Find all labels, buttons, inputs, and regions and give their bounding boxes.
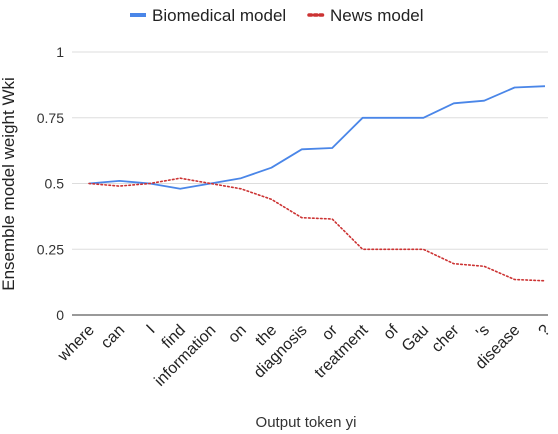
- data-point: [361, 117, 363, 119]
- data-point: [270, 167, 272, 169]
- y-tick-labels: 0 0.25 0.5 0.75 1: [37, 44, 64, 323]
- y-axis-title: Ensemble model weight Wki: [0, 77, 18, 291]
- data-point: [118, 185, 120, 187]
- data-point: [331, 218, 333, 220]
- data-point: [513, 278, 515, 280]
- data-point: [483, 99, 485, 101]
- data-point: [331, 147, 333, 149]
- data-point: [453, 263, 455, 265]
- data-point: [179, 188, 181, 190]
- x-tick-label: ?: [536, 322, 554, 340]
- y-tick-label: 0.25: [37, 241, 64, 257]
- data-point: [422, 248, 424, 250]
- data-point: [392, 248, 394, 250]
- data-point: [270, 198, 272, 200]
- data-point: [544, 280, 546, 282]
- data-point: [392, 117, 394, 119]
- x-axis-title: Output token yi: [256, 414, 357, 431]
- data-point: [179, 177, 181, 179]
- x-tick-label: on: [225, 322, 250, 347]
- series-lines: [88, 85, 546, 282]
- data-point: [361, 248, 363, 250]
- series-line-biomedical: [88, 85, 546, 190]
- y-tick-label: 0: [56, 307, 64, 323]
- data-point: [301, 216, 303, 218]
- data-point: [301, 148, 303, 150]
- x-tick-label: Gau: [399, 322, 432, 355]
- x-tick-label: or: [319, 321, 342, 344]
- x-tick-label: can: [98, 322, 128, 352]
- x-tick-label: I: [143, 322, 158, 337]
- legend: Biomedical model News model: [130, 6, 424, 25]
- legend-label-biomedical: Biomedical model: [152, 6, 286, 25]
- data-point: [422, 117, 424, 119]
- data-point: [544, 85, 546, 87]
- data-point: [453, 102, 455, 104]
- data-point: [149, 182, 151, 184]
- x-tick-label: where: [54, 322, 98, 366]
- data-point: [118, 180, 120, 182]
- y-tick-label: 1: [56, 44, 64, 60]
- legend-label-news: News model: [330, 6, 424, 25]
- y-tick-label: 0.5: [45, 176, 65, 192]
- data-point: [240, 188, 242, 190]
- data-point: [240, 177, 242, 179]
- y-tick-label: 0.75: [37, 110, 64, 126]
- series-line-news: [88, 177, 546, 282]
- data-point: [88, 182, 90, 184]
- x-tick-label: cher: [429, 321, 464, 356]
- data-point: [513, 86, 515, 88]
- data-point: [209, 182, 211, 184]
- x-tick-label: 's: [473, 322, 493, 342]
- data-point: [483, 265, 485, 267]
- x-tick-label: of: [380, 321, 402, 343]
